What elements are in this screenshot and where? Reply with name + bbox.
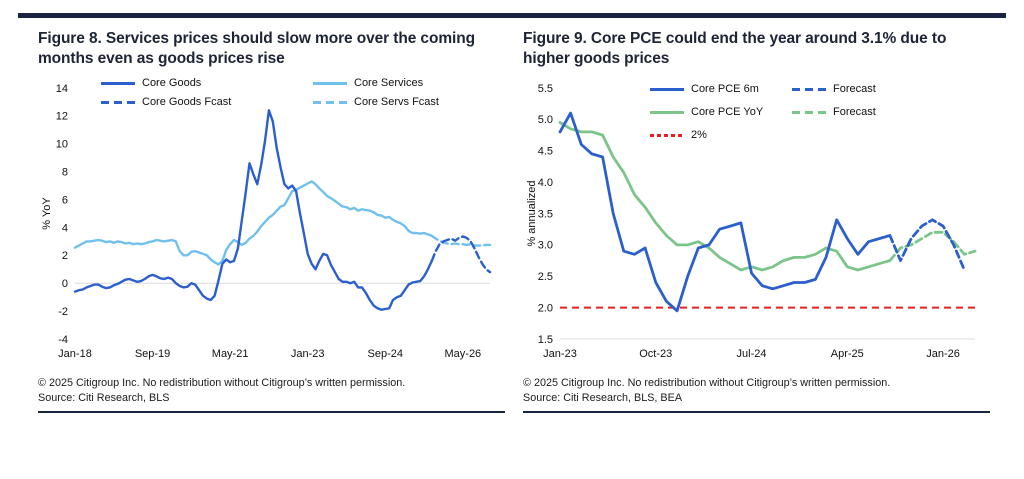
legend-swatch [649, 132, 685, 139]
figure-8-copyright-note: © 2025 Citigroup Inc. No redistribution … [38, 377, 406, 390]
legend-item-core-servs-fcast: Core Servs Fcast [312, 96, 439, 108]
x-axis: Jan-18 Sep-19 May-21 Jan-23 Sep-24 May-26 [58, 348, 481, 360]
y-tick-label: 12 [56, 111, 68, 123]
legend-row: Core PCE YoY Forecast [649, 106, 876, 118]
legend-swatch [649, 109, 685, 116]
x-tick-label: Sep-24 [368, 348, 403, 360]
x-tick-label: May-26 [445, 348, 482, 360]
y-tick-label: 0 [62, 278, 68, 290]
legend-swatch [100, 80, 136, 87]
x-tick-label: May-21 [212, 348, 249, 360]
x-tick-label: Jan-26 [926, 348, 960, 360]
x-tick-label: Oct-23 [639, 348, 672, 360]
series-core-goods-line [73, 109, 433, 312]
y-axis-title: % YoY [41, 197, 53, 230]
legend-label: Core Services [354, 77, 424, 90]
series-core-pce-yoy-forecast-line-dashed [888, 231, 977, 263]
figure-8-panel: Figure 8. Services prices should slow mo… [38, 29, 505, 414]
figure-9-legend: Core PCE 6m Forecast Core PCE YoY Forecast 2… [649, 83, 876, 152]
series-core-goods-fcast-line-dashed [430, 235, 492, 274]
y-tick-label: 2.0 [538, 303, 553, 315]
legend-item-core-services: Core Services [312, 77, 423, 89]
series-core-servs-fcast-line-dashed [430, 234, 492, 248]
x-tick-label: Apr-25 [831, 348, 864, 360]
legend-row: 2% [649, 129, 876, 141]
y-tick-label: 14 [56, 83, 68, 95]
y-tick-label: 5.5 [538, 83, 553, 95]
legend-label: Core PCE 6m [691, 83, 759, 96]
legend-swatch [312, 99, 348, 106]
legend-item-core-pce-6m: Core PCE 6m [649, 83, 791, 95]
legend-item-forecast: Forecast [791, 106, 876, 118]
legend-label: Core Goods [142, 77, 202, 90]
figure-9-panel: Figure 9. Core PCE could end the year ar… [523, 29, 990, 414]
legend-item-2: 2% [649, 129, 707, 141]
y-tick-label: 6 [62, 195, 68, 207]
x-tick-label: Jan-23 [291, 348, 325, 360]
legend-swatch [100, 99, 136, 106]
y-tick-label: 10 [56, 139, 68, 151]
figure-8-legend: Core Goods Core Services Core Goods Fcast C… [100, 77, 439, 115]
figure-9-copyright-note: © 2025 Citigroup Inc. No redistribution … [523, 377, 891, 390]
figure-9-source-note: Source: Citi Research, BLS, BEA [523, 392, 683, 405]
y-tick-label: 2 [62, 250, 68, 262]
legend-label: Core Servs Fcast [354, 96, 439, 109]
y-tick-label: 4.5 [538, 146, 553, 158]
legend-label: Core Goods Fcast [142, 96, 232, 109]
legend-item-core-pce-yoy: Core PCE YoY [649, 106, 791, 118]
y-tick-label: 8 [62, 167, 68, 179]
x-axis: Jan-23 Oct-23 Jul-24 Apr-25 Jan-26 [543, 348, 960, 360]
legend-label: Forecast [833, 83, 876, 96]
x-tick-label: Jan-18 [58, 348, 92, 360]
y-tick-label: 3.5 [538, 209, 553, 221]
x-tick-label: Sep-19 [135, 348, 170, 360]
legend-row: Core Goods Core Services [100, 77, 439, 89]
series-core-pce-6m-line [558, 111, 892, 313]
series-core-services-line [73, 180, 433, 266]
figures-container: Figure 8. Services prices should slow mo… [38, 29, 990, 414]
legend-item-core-goods: Core Goods [100, 77, 312, 89]
y-tick-label: -4 [58, 334, 68, 346]
legend-swatch [312, 80, 348, 87]
y-tick-label: 1.5 [538, 334, 553, 346]
y-axis: 14 12 10 8 6 4 2 0 -2 -4 [56, 83, 68, 346]
legend-swatch [791, 86, 827, 93]
legend-label: Core PCE YoY [691, 106, 764, 119]
legend-row: Core PCE 6m Forecast [649, 83, 876, 95]
figure-8-source-note: Source: Citi Research, BLS [38, 392, 170, 405]
figure-9-chart-area: Core PCE 6m Forecast Core PCE YoY Forecast 2… [523, 75, 990, 375]
legend-swatch [791, 109, 827, 116]
legend-item-core-goods-fcast: Core Goods Fcast [100, 96, 312, 108]
legend-label: Forecast [833, 106, 876, 119]
y-axis: 5.5 5.0 4.5 4.0 3.5 3.0 2.5 2.0 1.5 [538, 83, 553, 346]
y-axis-title: % annualized [526, 181, 538, 247]
y-tick-label: 3.0 [538, 240, 553, 252]
legend-item-forecast: Forecast [791, 83, 876, 95]
series-core-pce-yoy-line [558, 121, 892, 272]
legend-label: 2% [691, 129, 707, 142]
x-tick-label: Jul-24 [737, 348, 767, 360]
series-core-pce-6m-forecast-line-dashed [888, 218, 966, 272]
y-tick-label: 4 [62, 223, 68, 235]
y-tick-label: 5.0 [538, 115, 553, 127]
x-tick-label: Jan-23 [543, 348, 577, 360]
top-rule [18, 13, 1006, 18]
figure-8-chart-area: Core Goods Core Services Core Goods Fcast C… [38, 75, 505, 375]
y-tick-label: -2 [58, 306, 68, 318]
legend-row: Core Goods Fcast Core Servs Fcast [100, 96, 439, 108]
y-tick-label: 4.0 [538, 177, 553, 189]
y-tick-label: 2.5 [538, 271, 553, 283]
legend-swatch [649, 86, 685, 93]
figure-8-title: Figure 8. Services prices should slow mo… [38, 30, 475, 68]
figure-9-title: Figure 9. Core PCE could end the year ar… [523, 30, 947, 68]
figure-8-chart-canvas: 14 12 10 8 6 4 2 0 -2 -4 Jan-18 Sep-19 May-21 Jan-23 S… [41, 83, 492, 360]
